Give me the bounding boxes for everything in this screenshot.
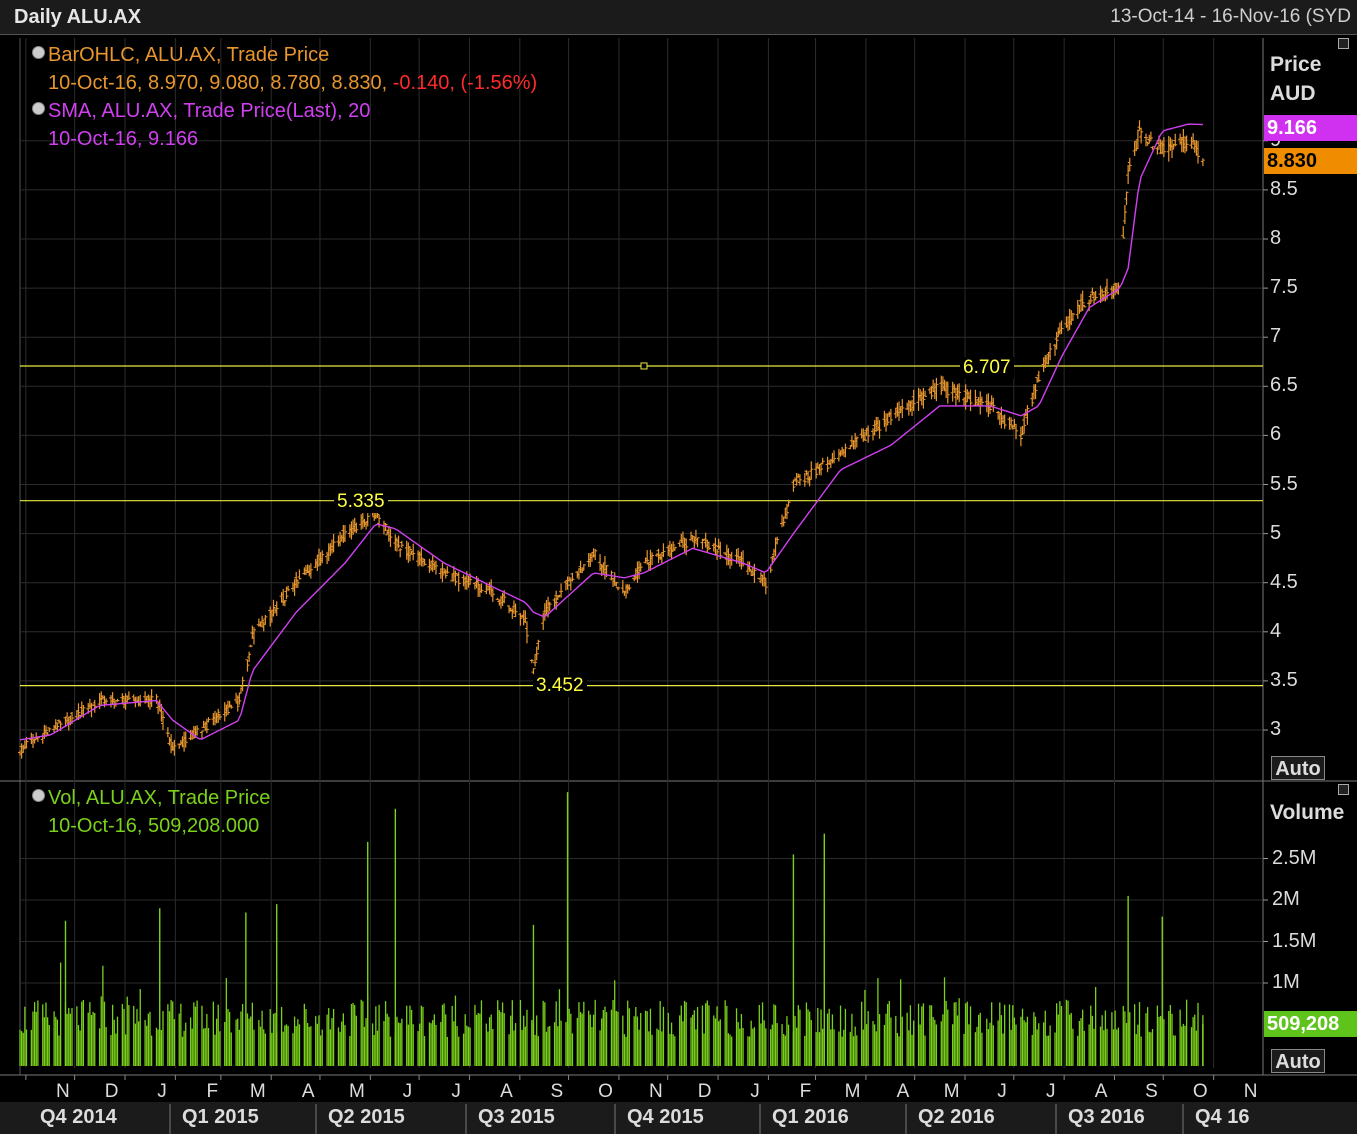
hline-label-6707[interactable]: 6.707 [960,357,1014,379]
price-tick-label: 7 [1270,325,1282,348]
time-axis-month-label: D [104,1081,119,1102]
time-axis-month-label: J [997,1081,1007,1102]
price-tick-label: 7.5 [1270,276,1298,299]
price-tick-label: 5 [1270,521,1282,544]
quarter-bar [0,1102,1357,1134]
time-axis-month-label: A [301,1081,315,1102]
price-tick-label: 8.5 [1270,177,1298,200]
price-tick-label: 3.5 [1270,668,1298,691]
chart-canvas[interactable] [0,35,1357,1134]
legend-toggle-icon[interactable] [32,102,45,115]
time-axis-quarter-label: Q4 16 [1195,1106,1250,1128]
time-axis-quarter-label: Q1 2015 [182,1106,259,1128]
time-axis-month-label: J [402,1081,413,1102]
time-axis-month-label: F [799,1081,812,1102]
time-axis-month-label: A [500,1081,513,1102]
price-tick-label: 5.5 [1270,472,1298,495]
price-axis-unit: AUD [1270,82,1316,105]
time-axis-month-label: J [157,1081,167,1102]
time-axis-month-label: O [598,1081,613,1102]
volume-tick-label: 1.5M [1272,929,1317,952]
price-tick-label: 6 [1270,423,1282,446]
hline-handle [640,362,648,370]
time-axis-quarter-label: Q1 2016 [772,1106,849,1128]
volume-panel-maximize-icon[interactable] [1338,784,1349,795]
price-axis-title: Price [1270,53,1322,76]
date-range: 13-Oct-14 - 16-Nov-16 (SYD [1110,6,1351,27]
last-price-tag: 8.830 [1264,148,1357,174]
time-axis-month-label: S [550,1081,564,1102]
ohlc-legend-name[interactable]: BarOHLC, ALU.AX, Trade Price [32,41,329,69]
price-tick-label: 6.5 [1270,374,1298,397]
volume-tick-label: 2.5M [1272,846,1317,869]
time-axis-month-label: A [1094,1081,1108,1102]
time-axis-month-label: D [697,1081,712,1102]
sma-legend-label: SMA, ALU.AX, Trade Price(Last), 20 [48,100,371,122]
chart-title: Daily ALU.AX [14,6,142,28]
price-tick-label: 4 [1270,619,1282,642]
ohlc-change: -0.140, (-1.56%) [392,72,538,94]
sma-legend-values: 10-Oct-16, 9.166 [48,128,199,150]
time-axis-month-label: M [943,1081,960,1102]
legend-toggle-icon[interactable] [32,46,45,59]
time-axis-month-label: O [1192,1081,1208,1102]
time-axis-month-label: M [844,1081,861,1102]
time-axis-month-label: N [55,1081,70,1102]
sma-line [19,123,1203,741]
time-axis-month-label: J [451,1081,461,1102]
time-axis-month-label: F [206,1081,219,1102]
time-axis-quarter-label: Q4 2014 [40,1106,117,1128]
time-axis-month-label: M [349,1081,365,1102]
time-axis-month-label: J [1046,1081,1056,1102]
time-axis-quarter-label: Q3 2015 [478,1106,555,1128]
time-axis-month-label: A [896,1081,910,1102]
hline-label-3452[interactable]: 3.452 [533,675,587,697]
volume-tick-label: 1M [1272,971,1300,993]
time-axis-quarter-label: Q4 2015 [627,1106,704,1128]
time-axis-quarter-label: Q2 2016 [918,1106,995,1128]
ohlc-values: 10-Oct-16, 8.970, 9.080, 8.780, 8.830, [48,72,388,94]
price-tick-label: 4.5 [1270,570,1298,593]
time-axis-month-label: S [1145,1081,1158,1102]
time-axis-month-label: N [649,1081,663,1102]
vol-legend-label: Vol, ALU.AX, Trade Price [48,787,271,809]
vol-legend-name[interactable]: Vol, ALU.AX, Trade Price [32,784,270,812]
time-axis-month-label: M [249,1081,266,1102]
ohlc-legend-values: 10-Oct-16, 8.970, 9.080, 8.780, 8.830, -… [48,69,537,97]
price-auto-scale-button[interactable]: Auto [1271,756,1325,780]
time-axis-month-label: N [1243,1081,1258,1102]
time-axis-quarter-label: Q3 2016 [1068,1106,1145,1128]
volume-auto-scale-button[interactable]: Auto [1271,1049,1325,1073]
ohlc-legend-label: BarOHLC, ALU.AX, Trade Price [48,44,330,66]
volume-axis-title: Volume [1270,801,1345,824]
sma-price-tag: 9.166 [1264,115,1357,141]
chart-background [0,35,1357,1134]
price-tick-label: 8 [1270,227,1282,249]
title-bar: Daily ALU.AX 13-Oct-14 - 16-Nov-16 (SYD [0,0,1357,35]
hline-label-5335[interactable]: 5.335 [334,491,388,513]
sma-legend-name[interactable]: SMA, ALU.AX, Trade Price(Last), 20 [32,97,370,125]
time-axis-quarter-label: Q2 2015 [328,1106,405,1128]
vol-legend-values: 10-Oct-16, 509,208.000 [48,815,260,837]
last-volume-tag: 509,208 [1264,1011,1357,1037]
price-tick-label: 3 [1270,718,1282,740]
price-panel-maximize-icon[interactable] [1338,38,1349,49]
legend-toggle-icon[interactable] [32,789,45,802]
time-axis-month-label: J [750,1081,760,1102]
volume-tick-label: 2M [1272,888,1300,910]
